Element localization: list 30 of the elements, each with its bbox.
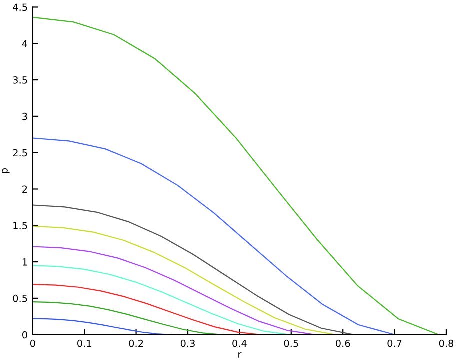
y-tick-label: 1.5 bbox=[14, 222, 28, 230]
x-tick-label: 0.4 bbox=[232, 340, 247, 348]
line-series bbox=[32, 284, 261, 335]
x-tick-label: 0.3 bbox=[180, 340, 195, 348]
x-tick-label: 0.1 bbox=[78, 340, 92, 348]
line-series bbox=[32, 246, 316, 335]
y-tick-label: 4.5 bbox=[13, 4, 28, 12]
line-series bbox=[32, 318, 170, 335]
y-tick-label: 4 bbox=[22, 40, 28, 48]
line-series bbox=[32, 265, 290, 335]
y-tick-label: 0 bbox=[22, 331, 28, 339]
y-tick-label: 3 bbox=[22, 112, 28, 120]
y-tick-label: 3.5 bbox=[13, 76, 28, 84]
y-axis-title: p bbox=[2, 168, 10, 174]
line-series bbox=[32, 204, 354, 335]
line-series bbox=[32, 16, 440, 335]
x-tick-label: 0.6 bbox=[336, 340, 350, 348]
y-tick-label: 2 bbox=[22, 186, 28, 193]
y-tick-label: 0.5 bbox=[13, 294, 28, 302]
x-tick-label: 0.2 bbox=[129, 340, 144, 348]
x-axis-title: r bbox=[238, 352, 242, 358]
line-series bbox=[32, 302, 222, 335]
x-tick-label: 0 bbox=[30, 340, 36, 348]
x-tick-label: 0.5 bbox=[284, 340, 298, 348]
y-tick-label: 1 bbox=[22, 258, 28, 266]
y-tick-label: 2.5 bbox=[13, 149, 28, 157]
line-series bbox=[32, 226, 336, 335]
x-tick-label: 0.8 bbox=[439, 340, 454, 348]
line-series bbox=[32, 138, 396, 335]
x-tick-label: 0.7 bbox=[388, 340, 402, 348]
